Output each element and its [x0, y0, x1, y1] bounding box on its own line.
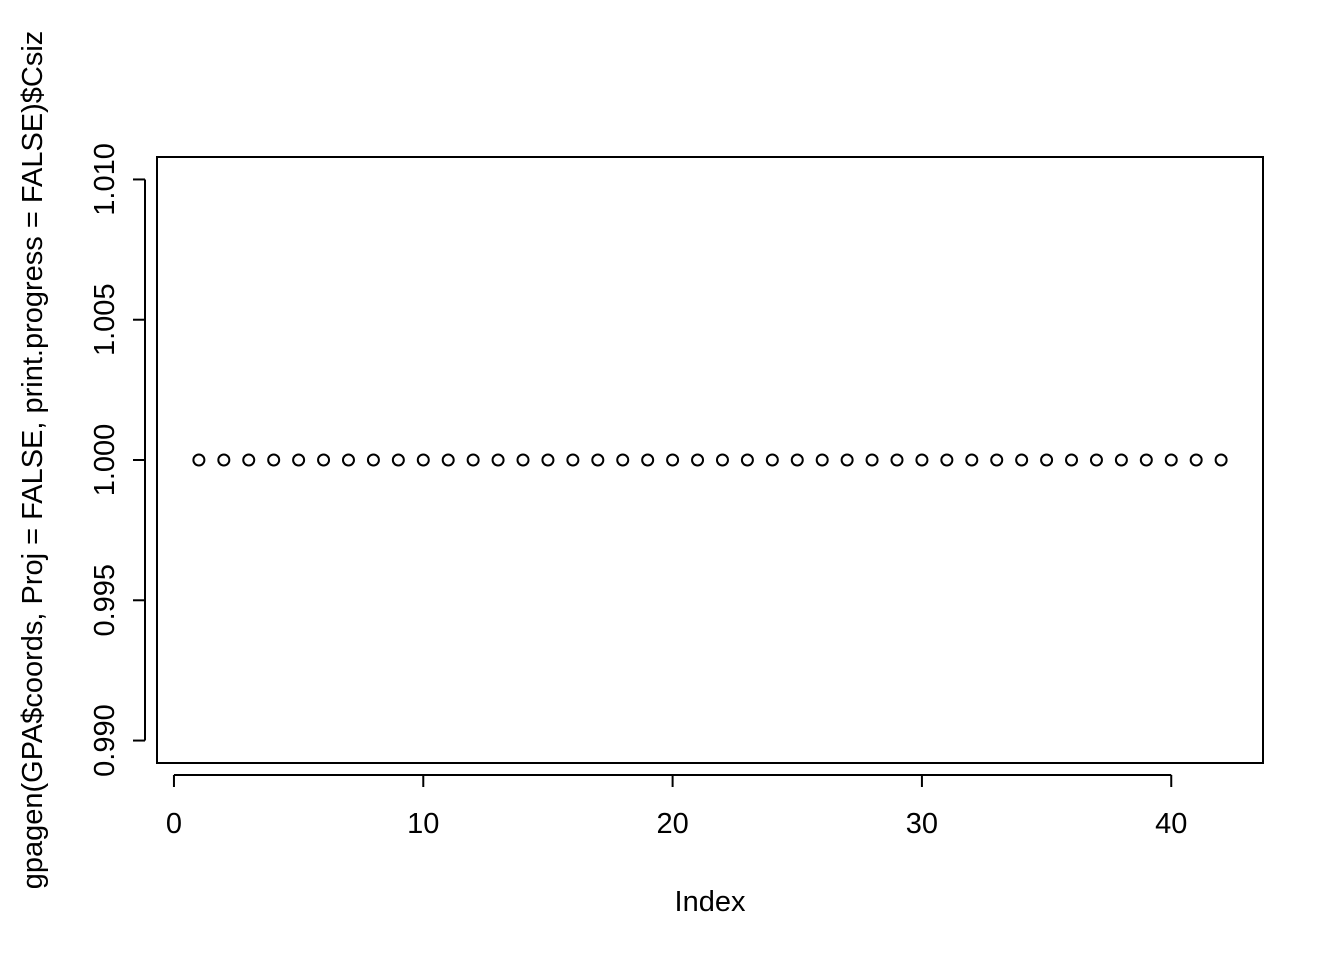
data-point — [815, 453, 829, 467]
data-point — [242, 453, 256, 467]
y-tick-label: 1.005 — [89, 283, 121, 356]
data-point — [1065, 453, 1079, 467]
data-point — [416, 453, 430, 467]
data-point — [1015, 453, 1029, 467]
data-point — [990, 453, 1004, 467]
y-axis-label: gpagen(GPA$coords, Proj = FALSE, print.p… — [17, 31, 49, 890]
data-point — [541, 453, 555, 467]
data-point — [890, 453, 904, 467]
x-axis: 0 10 20 30 40 — [166, 774, 1187, 840]
data-point — [1139, 453, 1153, 467]
data-point — [965, 453, 979, 467]
data-point — [940, 453, 954, 467]
x-tick-label: 20 — [656, 808, 688, 840]
data-point — [341, 453, 355, 467]
data-point — [466, 453, 480, 467]
data-point — [1114, 453, 1128, 467]
data-point — [391, 453, 405, 467]
data-point — [915, 453, 929, 467]
y-tick-label: 0.990 — [89, 704, 121, 777]
data-point — [591, 453, 605, 467]
x-tick-label: 40 — [1155, 808, 1187, 840]
data-point — [1089, 453, 1103, 467]
x-axis-label: Index — [675, 886, 746, 918]
data-point — [217, 453, 231, 467]
data-point — [366, 453, 380, 467]
y-tick-label: 1.010 — [89, 143, 121, 216]
data-point — [1189, 453, 1203, 467]
data-point — [616, 453, 630, 467]
x-tick-label: 0 — [166, 808, 182, 840]
y-tick-label: 1.000 — [89, 424, 121, 497]
data-point — [691, 453, 705, 467]
plot-frame — [156, 156, 1264, 764]
data-point — [641, 453, 655, 467]
data-point — [740, 453, 754, 467]
data-point — [317, 453, 331, 467]
data-point — [1214, 453, 1228, 467]
data-point — [715, 453, 729, 467]
data-points — [192, 453, 1228, 467]
data-point — [765, 453, 779, 467]
data-point — [666, 453, 680, 467]
x-tick-label: 10 — [407, 808, 439, 840]
data-point — [491, 453, 505, 467]
data-point — [566, 453, 580, 467]
y-axis: 0.990 0.995 1.000 1.005 1.010 — [89, 143, 146, 777]
data-point — [192, 453, 206, 467]
data-point — [267, 453, 281, 467]
y-tick-label: 0.995 — [89, 564, 121, 637]
data-point — [516, 453, 530, 467]
data-point — [1040, 453, 1054, 467]
data-point — [865, 453, 879, 467]
data-point — [292, 453, 306, 467]
data-point — [1164, 453, 1178, 467]
data-point — [840, 453, 854, 467]
data-point — [790, 453, 804, 467]
x-tick-label: 30 — [906, 808, 938, 840]
data-point — [441, 453, 455, 467]
